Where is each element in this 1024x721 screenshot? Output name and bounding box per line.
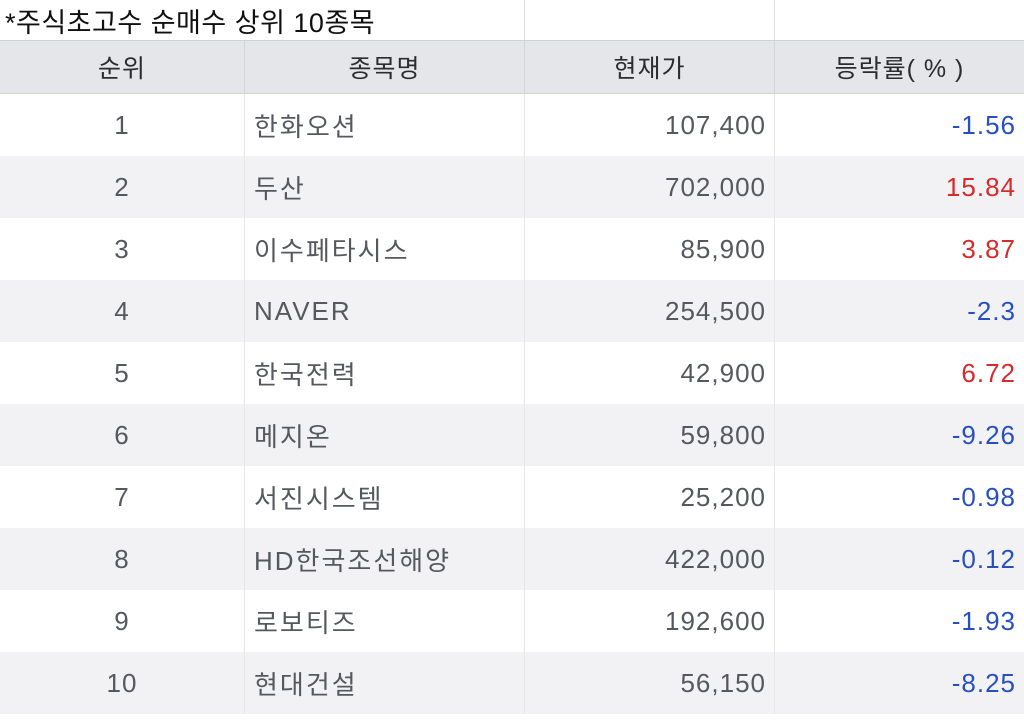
header-cell-rank: 순위 [0,41,245,93]
change-cell: -1.93 [951,605,1016,636]
name-cell: 이수페타시스 [245,218,525,280]
change-cell: -0.98 [951,481,1016,512]
rank-cell: 2 [0,156,245,218]
header-cell-name: 종목명 [245,41,525,93]
change-cell: 3.87 [961,233,1016,264]
table-row[interactable]: 3 이수페타시스 85,900 3.87 [0,218,1024,280]
table-header: 순위 종목명 현재가 등락률( % ) [0,40,1024,94]
change-cell: 15.84 [945,171,1016,202]
name-cell: HD한국조선해양 [245,528,525,590]
rank-cell: 5 [0,342,245,404]
name-cell: 현대건설 [245,652,525,714]
name-cell: NAVER [245,280,525,342]
change-cell: -0.12 [951,543,1016,574]
name-cell: 두산 [245,156,525,218]
price-cell: 702,000 [525,156,775,218]
table-row[interactable]: 4 NAVER 254,500 -2.3 [0,280,1024,342]
header-cell-change: 등락률( % ) [834,55,965,83]
table-row[interactable]: 5 한국전력 42,900 6.72 [0,342,1024,404]
name-cell: 한화오션 [245,94,525,156]
price-cell: 42,900 [525,342,775,404]
rank-cell: 9 [0,590,245,652]
rank-cell: 4 [0,280,245,342]
table-row[interactable]: 9 로보티즈 192,600 -1.93 [0,590,1024,652]
gridline [774,0,775,40]
price-cell: 422,000 [525,528,775,590]
table-row[interactable]: 1 한화오션 107,400 -1.56 [0,94,1024,156]
price-cell: 85,900 [525,218,775,280]
gridline [524,0,525,40]
name-cell: 메지온 [245,404,525,466]
name-cell: 서진시스템 [245,466,525,528]
rank-cell: 10 [0,652,245,714]
rank-cell: 1 [0,94,245,156]
page-title: *주식초고수 순매수 상위 10종목 [5,7,376,38]
title-row: *주식초고수 순매수 상위 10종목 [0,0,1024,40]
header-cell-price: 현재가 [525,41,775,93]
change-cell: -8.25 [951,667,1016,698]
price-cell: 25,200 [525,466,775,528]
table-row[interactable]: 6 메지온 59,800 -9.26 [0,404,1024,466]
table-row[interactable]: 7 서진시스템 25,200 -0.98 [0,466,1024,528]
price-cell: 254,500 [525,280,775,342]
rank-cell: 3 [0,218,245,280]
change-cell: -1.56 [951,109,1016,140]
price-cell: 192,600 [525,590,775,652]
rank-cell: 7 [0,466,245,528]
name-cell: 한국전력 [245,342,525,404]
table-row[interactable]: 8 HD한국조선해양 422,000 -0.12 [0,528,1024,590]
price-cell: 56,150 [525,652,775,714]
rank-cell: 6 [0,404,245,466]
price-cell: 59,800 [525,404,775,466]
rank-cell: 8 [0,528,245,590]
change-cell: -2.3 [967,295,1016,326]
name-cell: 로보티즈 [245,590,525,652]
table-body: 1 한화오션 107,400 -1.56 2 두산 702,000 15.84 … [0,94,1024,714]
change-cell: 6.72 [961,357,1016,388]
table-row[interactable]: 2 두산 702,000 15.84 [0,156,1024,218]
price-cell: 107,400 [525,94,775,156]
table-row[interactable]: 10 현대건설 56,150 -8.25 [0,652,1024,714]
change-cell: -9.26 [951,419,1016,450]
